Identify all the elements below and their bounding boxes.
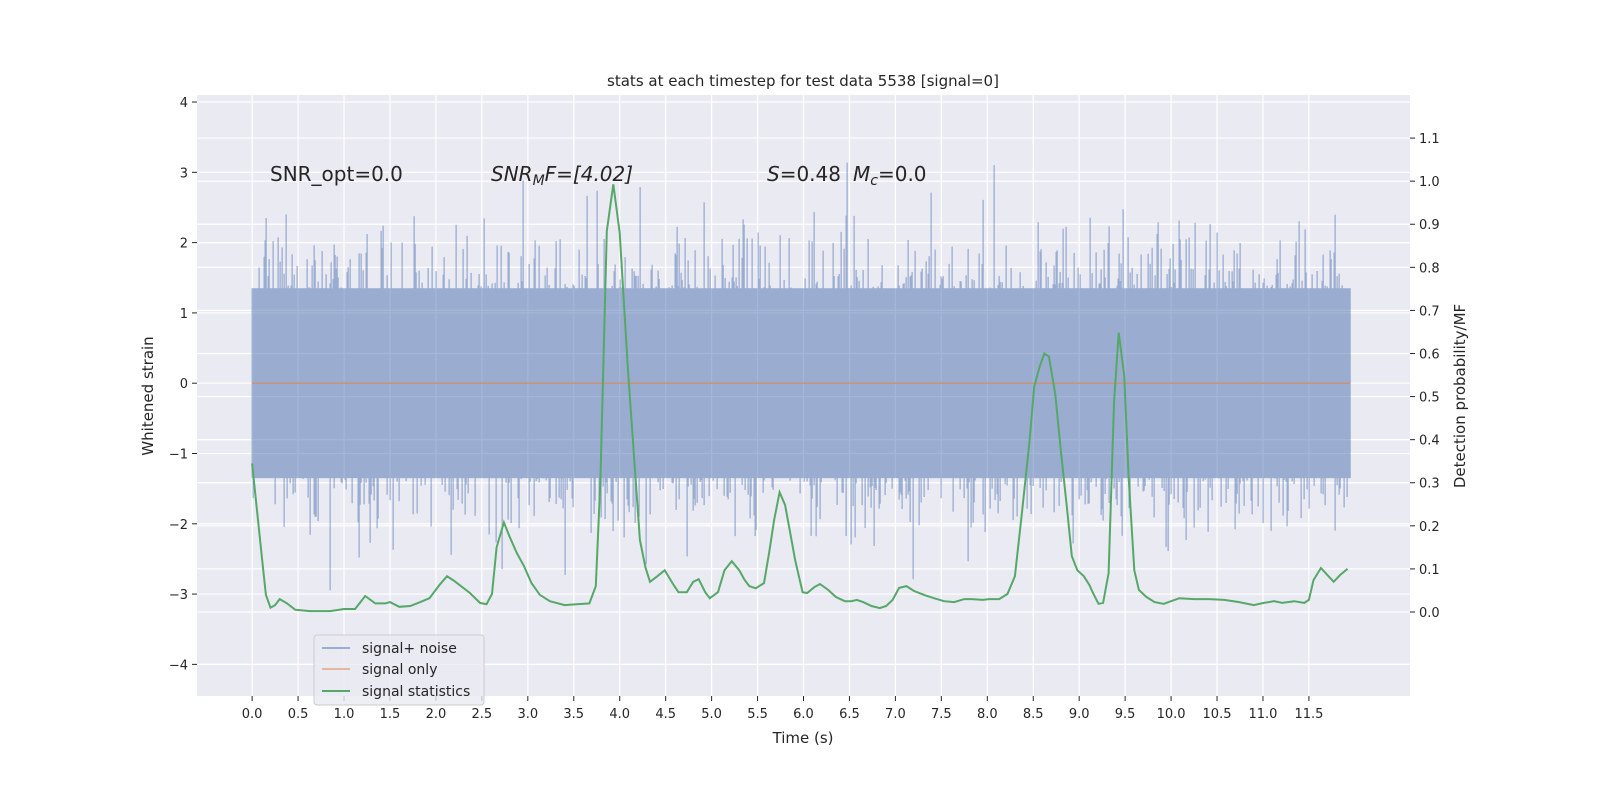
x-tick-label: 4.0 xyxy=(609,707,630,722)
y-tick-label-right: 0.1 xyxy=(1419,563,1440,578)
x-tick-label: 7.5 xyxy=(931,707,952,722)
signal-statistics-series xyxy=(251,184,1349,613)
x-tick-label: 2.5 xyxy=(472,707,493,722)
y-tick-label-right: 0.8 xyxy=(1419,261,1440,276)
x-tick-label: 8.0 xyxy=(977,707,998,722)
y-axis-label-right: Detection probability/MF xyxy=(1451,304,1469,488)
y-tick-label: 4 xyxy=(180,96,188,111)
signal-noise-series xyxy=(251,162,1351,591)
y-axis-label: Whitened strain xyxy=(139,336,157,455)
x-tick-label: 11.0 xyxy=(1248,707,1277,722)
s-val: =0.48 xyxy=(780,162,841,186)
legend-label-signal-only: signal only xyxy=(362,662,437,678)
mc-sym: M xyxy=(853,162,870,186)
y-tick-label-right: 0.0 xyxy=(1419,606,1440,621)
x-tick-label: 2.0 xyxy=(426,707,447,722)
x-tick-label: 0.5 xyxy=(288,707,309,722)
y-tick-label-right: 0.5 xyxy=(1419,391,1440,406)
y-tick-label: −3 xyxy=(169,588,188,603)
y-tick-label-right: 0.4 xyxy=(1419,434,1440,449)
x-tick-label: 9.0 xyxy=(1069,707,1090,722)
y-ticks-left: −4 −3 −2 −1 0 1 2 3 4 xyxy=(169,96,197,673)
mc-val: =0.0 xyxy=(878,162,927,186)
x-ticks: 0.0 0.5 1.0 1.5 2.0 2.5 3.0 3.5 4.0 4.5 5.0 5.5 6.0 6… xyxy=(242,696,1323,722)
x-tick-label: 5.5 xyxy=(747,707,768,722)
legend: signal+ noise signal only signal statist… xyxy=(313,634,485,706)
x-tick-label: 0.0 xyxy=(242,707,263,722)
legend-label-signal-statistics: signal statistics xyxy=(362,684,470,700)
y-tick-label-right: 1.1 xyxy=(1419,132,1440,147)
y-tick-label-right: 0.6 xyxy=(1419,347,1440,362)
y-tick-label-right: 0.7 xyxy=(1419,304,1440,319)
x-tick-label: 10.0 xyxy=(1157,707,1186,722)
x-tick-label: 6.0 xyxy=(793,707,814,722)
y-tick-label: −1 xyxy=(169,447,188,462)
x-tick-label: 7.0 xyxy=(885,707,906,722)
x-tick-label: 6.5 xyxy=(839,707,860,722)
x-tick-label: 11.5 xyxy=(1294,707,1323,722)
y-tick-label: 2 xyxy=(180,237,188,252)
annotation-s-mc: S=0.48 Mc=0.0 xyxy=(767,162,927,189)
s-sym: S xyxy=(767,162,780,186)
x-tick-label: 10.5 xyxy=(1203,707,1232,722)
y-tick-label-right: 1.0 xyxy=(1419,175,1440,190)
y-tick-label: −4 xyxy=(169,658,188,673)
y-tick-label: 0 xyxy=(180,377,188,392)
x-tick-label: 1.5 xyxy=(380,707,401,722)
legend-label-signal-noise: signal+ noise xyxy=(362,641,457,657)
x-tick-label: 3.5 xyxy=(563,707,584,722)
x-tick-label: 8.5 xyxy=(1023,707,1044,722)
mc-sub: c xyxy=(870,173,878,189)
x-axis-label: Time (s) xyxy=(772,729,834,747)
x-tick-label: 4.5 xyxy=(655,707,676,722)
y-tick-label: −2 xyxy=(169,518,188,533)
y-tick-label-right: 0.9 xyxy=(1419,218,1440,233)
x-tick-label: 9.5 xyxy=(1115,707,1136,722)
x-tick-label: 3.0 xyxy=(517,707,538,722)
x-tick-label: 5.0 xyxy=(701,707,722,722)
y-tick-label-right: 0.2 xyxy=(1419,520,1440,535)
annotation-snr-mf: SNRMF=[4.02] xyxy=(491,162,633,189)
y-tick-label: 3 xyxy=(180,166,188,181)
annotation-snr-opt: SNR_opt=0.0 xyxy=(270,162,403,186)
y-ticks-right: 0.0 0.1 0.2 0.3 0.4 0.5 0.6 0.7 0.8 0.9 1.0 1.1 xyxy=(1410,132,1440,621)
snr-mf-sub: M xyxy=(533,173,545,189)
snr-mf-main: SNR xyxy=(491,162,533,186)
y-tick-label-right: 0.3 xyxy=(1419,477,1440,492)
snr-mf-rest: F=[4.02] xyxy=(545,162,633,186)
y-tick-label: 1 xyxy=(180,307,188,322)
x-tick-label: 1.0 xyxy=(334,707,355,722)
chart-title: stats at each timestep for test data 553… xyxy=(607,72,999,90)
